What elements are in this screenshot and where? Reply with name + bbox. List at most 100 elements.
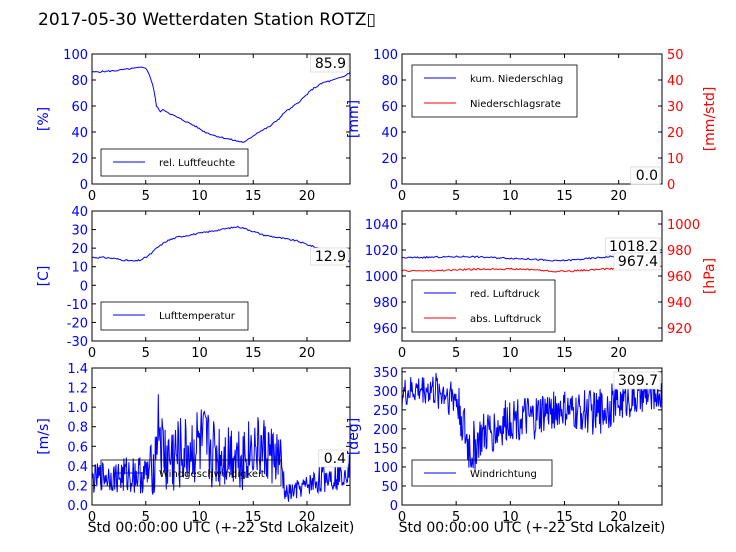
axes-frame-precipitation [401, 53, 663, 185]
y2-tick-label-precipitation-1: 10 [667, 152, 684, 167]
y-tick-label-winddirection-7: 350 [373, 366, 398, 381]
y-tick-label-pressure-3: 1020 [365, 244, 398, 259]
y-tick-label-windspeed-4: 0.8 [67, 421, 88, 436]
legend-box-windspeed [100, 459, 282, 487]
x-tick-label-humidity-4: 20 [299, 189, 316, 204]
axes-frame-temperature [91, 210, 351, 342]
y-tick-label-windspeed-3: 0.6 [67, 440, 88, 455]
y-tick-label-windspeed-5: 1.0 [67, 401, 88, 416]
x-tick-label-temperature-1: 5 [142, 346, 150, 361]
y-tick-label-pressure-2: 1000 [365, 270, 398, 285]
value-label-precipitation-1: 0.0 [636, 168, 658, 184]
panel-windspeed: 0 5 10 15 20 0.0 0.2 0.4 0.6 0.8 1.0 1.2 1.4 [m/s] Std… [36, 362, 354, 536]
x-tick-label-precipitation-3: 15 [556, 189, 573, 204]
value-label-humidity-0: 85.9 [315, 56, 346, 72]
y-tick-label-humidity-0: 0 [80, 178, 88, 193]
x-tick-label-winddirection-3: 15 [556, 510, 573, 525]
legend-label-pressure-1: abs. Luftdruck [470, 314, 541, 325]
value-label-box-windspeed-0 [318, 449, 349, 468]
panel-pressure: 0 5 10 15 20 960 980 1000 1020 1040 920 940 960 980 10… [365, 210, 718, 361]
y-tick-label-humidity-3: 60 [71, 100, 88, 115]
y-tick-label-temperature-7: 40 [71, 205, 88, 220]
legend-box-precipitation [411, 64, 578, 118]
y-tick-label-winddirection-3: 150 [373, 442, 398, 457]
y-tick-label-windspeed-0: 0.0 [67, 499, 88, 514]
y-tick-label-winddirection-6: 300 [373, 385, 398, 400]
value-label-box-humidity-0 [310, 54, 349, 73]
y-tick-label-pressure-4: 1040 [365, 218, 398, 233]
value-label-winddirection-0: 309.7 [618, 373, 658, 389]
y-tick-label-humidity-4: 80 [71, 74, 88, 89]
y-axis-label-winddirection: [deg] [346, 418, 362, 455]
value-label-box-pressure-1 [613, 252, 661, 271]
legend-box-pressure [411, 279, 556, 333]
series-line-windspeed-0 [92, 394, 350, 502]
y-tick-label-precipitation-0: 0 [390, 178, 398, 193]
y-tick-label-pressure-1: 980 [373, 296, 398, 311]
y2-tick-label-precipitation-4: 40 [667, 74, 684, 89]
y2-tick-label-precipitation-5: 50 [667, 48, 684, 63]
x-tick-label-precipitation-0: 0 [398, 189, 406, 204]
legend-label-precipitation-0: kum. Niederschlag [470, 74, 563, 85]
y-tick-label-temperature-3: 0 [80, 279, 88, 294]
axes-frame-humidity [91, 53, 351, 185]
series-line-humidity-0 [92, 66, 350, 144]
y-tick-label-humidity-2: 40 [71, 126, 88, 141]
y2-tick-label-pressure-3: 980 [667, 244, 692, 259]
y2-tick-label-pressure-2: 960 [667, 270, 692, 285]
legend-label-winddirection-0: Windrichtung [470, 469, 537, 480]
y2-tick-label-precipitation-3: 30 [667, 100, 684, 115]
x-tick-label-temperature-0: 0 [88, 346, 96, 361]
x-tick-label-winddirection-2: 10 [502, 510, 519, 525]
panel-precipitation: 0 5 10 15 20 0 20 40 60 80 100 0 10 20 30 40 50 [mm] [mm/s… [346, 48, 718, 204]
y2-axis-label-precipitation: [mm/std] [702, 87, 718, 152]
y2-tick-label-precipitation-2: 20 [667, 126, 684, 141]
x-tick-label-precipitation-1: 5 [452, 189, 460, 204]
y-tick-label-winddirection-0: 0 [390, 499, 398, 514]
y-tick-label-windspeed-6: 1.2 [67, 382, 88, 397]
x-tick-label-temperature-4: 20 [299, 346, 316, 361]
x-tick-label-temperature-3: 15 [245, 346, 262, 361]
x-tick-label-precipitation-2: 10 [502, 189, 519, 204]
y-tick-label-winddirection-5: 250 [373, 404, 398, 419]
y-axis-label-precipitation: [mm] [346, 100, 362, 138]
x-tick-label-humidity-3: 15 [245, 189, 262, 204]
x-tick-label-windspeed-2: 10 [191, 510, 208, 525]
y-tick-label-humidity-5: 100 [63, 48, 88, 63]
y-tick-label-windspeed-7: 1.4 [67, 362, 88, 377]
y-tick-label-temperature-0: -30 [67, 335, 88, 350]
x-tick-label-pressure-4: 20 [610, 346, 627, 361]
y2-tick-label-pressure-4: 1000 [667, 218, 700, 233]
value-label-pressure-0: 1018.2 [609, 239, 658, 255]
legend-label-precipitation-1: Niederschlagsrate [470, 99, 561, 110]
legend-box-humidity [100, 148, 249, 177]
y-tick-label-temperature-4: 10 [71, 261, 88, 276]
y-tick-label-winddirection-1: 50 [381, 480, 398, 495]
x-tick-label-winddirection-0: 0 [398, 510, 406, 525]
y-axis-label-windspeed: [m/s] [36, 418, 52, 455]
y-tick-label-precipitation-5: 100 [373, 48, 398, 63]
legend-label-temperature-0: Lufttemperatur [159, 311, 236, 322]
y2-tick-label-pressure-1: 940 [667, 296, 692, 311]
y-tick-label-precipitation-2: 40 [381, 126, 398, 141]
x-tick-label-windspeed-3: 15 [245, 510, 262, 525]
y-tick-label-winddirection-4: 200 [373, 423, 398, 438]
y-tick-label-pressure-0: 960 [373, 322, 398, 337]
x-tick-label-pressure-1: 5 [452, 346, 460, 361]
x-tick-label-pressure-0: 0 [398, 346, 406, 361]
x-tick-label-humidity-2: 10 [191, 189, 208, 204]
value-label-box-precipitation-1 [630, 166, 661, 185]
series-line-winddirection-0 [402, 373, 662, 471]
x-tick-label-windspeed-4: 20 [299, 510, 316, 525]
axes-frame-winddirection [401, 367, 663, 506]
x-tick-label-pressure-3: 15 [556, 346, 573, 361]
value-label-windspeed-0: 0.4 [324, 451, 346, 467]
series-line-temperature-0 [92, 225, 350, 262]
y-tick-label-precipitation-3: 60 [381, 100, 398, 115]
legend-box-winddirection [411, 459, 553, 487]
x-tick-label-pressure-2: 10 [502, 346, 519, 361]
value-label-box-temperature-0 [310, 247, 349, 266]
y-tick-label-windspeed-2: 0.4 [67, 460, 88, 475]
